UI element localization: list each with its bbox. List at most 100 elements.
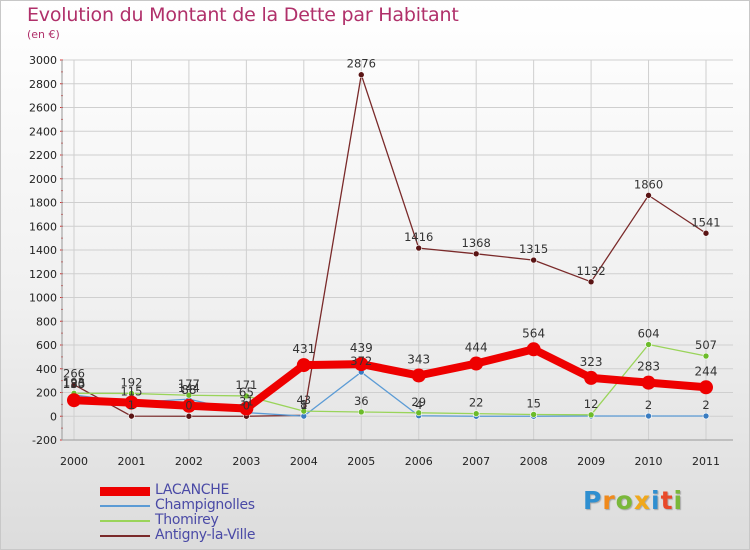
y-tick-label: 2800: [29, 78, 57, 91]
data-label-thomirey: 15: [526, 396, 541, 410]
logo-letter: i: [673, 486, 684, 515]
data-label-lacanche: 444: [465, 341, 488, 355]
data-label-lacanche: 439: [350, 341, 373, 355]
y-tick-label: 3000: [29, 54, 57, 67]
x-tick-label: 2009: [577, 455, 605, 468]
data-point-antigny-la-ville: [587, 278, 595, 286]
legend-swatch: [100, 486, 150, 496]
data-label-thomirey: 192: [120, 375, 142, 389]
chart-title: Evolution du Montant de la Dette par Hab…: [27, 4, 459, 26]
data-label-thomirey: 177: [178, 377, 200, 391]
data-label-thomirey: 22: [469, 396, 484, 410]
y-tick-label: 2400: [29, 125, 57, 138]
data-point-thomirey: [415, 409, 423, 417]
data-point-lacanche: [584, 370, 599, 385]
data-label-thomirey: 604: [638, 327, 660, 341]
x-tick-label: 2003: [232, 455, 260, 468]
legend-label: LACANCHE: [155, 482, 230, 498]
x-tick-label: 2000: [60, 455, 88, 468]
data-point-thomirey: [243, 392, 250, 400]
logo-letter: x: [633, 486, 651, 515]
series-line-champignolles: [73, 371, 707, 417]
legend-swatch: [100, 535, 150, 537]
y-tick-label: 2000: [29, 173, 57, 186]
data-label-champignolles: 31: [239, 395, 254, 409]
data-label-champignolles: 180: [63, 377, 85, 391]
data-label-thomirey: 12: [584, 397, 599, 411]
data-point-thomirey: [702, 352, 710, 360]
y-tick-label: 800: [36, 315, 57, 328]
data-point-lacanche: [526, 342, 541, 357]
data-point-antigny-la-ville: [702, 229, 710, 237]
data-point-antigny-la-ville: [185, 412, 193, 420]
data-point-thomirey: [530, 411, 537, 418]
data-label-antigny-la-ville: 1: [128, 398, 135, 412]
data-label-antigny-la-ville: 0: [243, 398, 250, 412]
x-tick-label: 2007: [462, 455, 490, 468]
data-label-champignolles: 2: [645, 398, 652, 412]
y-tick-label: 1800: [29, 197, 57, 210]
y-tick-label: 1400: [29, 244, 57, 257]
data-label-antigny-la-ville: 266: [63, 367, 85, 381]
data-label-antigny-la-ville: 1132: [576, 264, 605, 278]
data-point-antigny-la-ville: [530, 256, 537, 264]
data-label-thomirey: 193: [63, 375, 85, 389]
x-tick-label: 2005: [347, 455, 375, 468]
data-label-champignolles: 372: [350, 354, 372, 368]
data-point-lacanche: [699, 380, 713, 395]
data-point-antigny-la-ville: [70, 381, 78, 388]
data-label-lacanche: 431: [292, 342, 315, 356]
data-point-thomirey: [300, 407, 308, 415]
logo-letter: o: [615, 486, 634, 515]
x-tick-label: 2001: [117, 455, 145, 468]
legend-label: Thomirey: [155, 512, 219, 528]
data-label-lacanche: 244: [695, 364, 718, 378]
legend-swatch: [100, 520, 150, 522]
legend-swatch: [100, 505, 150, 507]
data-label-antigny-la-ville: 1860: [634, 177, 663, 191]
x-tick-label: 2008: [520, 455, 548, 468]
logo-letter: i: [651, 486, 661, 515]
data-label-antigny-la-ville: 8: [300, 397, 307, 411]
data-point-antigny-la-ville: [128, 412, 135, 420]
x-tick-label: 2006: [405, 455, 433, 468]
y-tick-label: 0: [50, 410, 57, 423]
data-label-thomirey: 29: [411, 395, 426, 409]
y-tick-label: 400: [36, 363, 57, 376]
data-point-thomirey: [185, 391, 193, 399]
y-tick-label: 600: [36, 339, 57, 352]
data-point-lacanche: [411, 368, 426, 383]
data-point-antigny-la-ville: [357, 71, 365, 79]
data-point-lacanche: [641, 375, 656, 390]
data-point-lacanche: [469, 356, 484, 371]
data-label-champignolles: 144: [178, 381, 200, 395]
data-point-thomirey: [587, 411, 595, 419]
x-tick-label: 2010: [635, 455, 663, 468]
data-label-antigny-la-ville: 2876: [347, 57, 376, 71]
data-label-lacanche: 88: [181, 383, 196, 397]
y-tick-label: 200: [36, 387, 57, 400]
data-point-antigny-la-ville: [472, 250, 480, 258]
logo-letter: r: [602, 486, 616, 515]
data-label-lacanche: 65: [239, 386, 254, 400]
data-point-lacanche: [181, 398, 196, 413]
proxiti-logo: Proxiti: [583, 486, 683, 515]
data-label-antigny-la-ville: 1368: [462, 236, 491, 250]
data-label-antigny-la-ville: 0: [185, 398, 192, 412]
data-label-thomirey: 43: [296, 393, 311, 407]
data-label-champignolles: 1: [300, 398, 307, 412]
data-label-antigny-la-ville: 1416: [404, 230, 433, 244]
data-point-antigny-la-ville: [645, 192, 652, 199]
series-line-lacanche: [70, 345, 710, 413]
chart-unit-label: (en €): [27, 28, 60, 41]
data-point-champignolles: [645, 412, 652, 420]
series-line-thomirey: [73, 343, 707, 416]
data-label-antigny-la-ville: 1541: [691, 215, 720, 229]
data-label-lacanche: 283: [637, 360, 660, 374]
y-tick-label: 2600: [29, 102, 57, 115]
data-label-lacanche: 343: [407, 353, 430, 367]
data-point-thomirey: [357, 408, 365, 416]
y-tick-label: 2200: [29, 149, 57, 162]
x-tick-label: 2002: [175, 455, 203, 468]
